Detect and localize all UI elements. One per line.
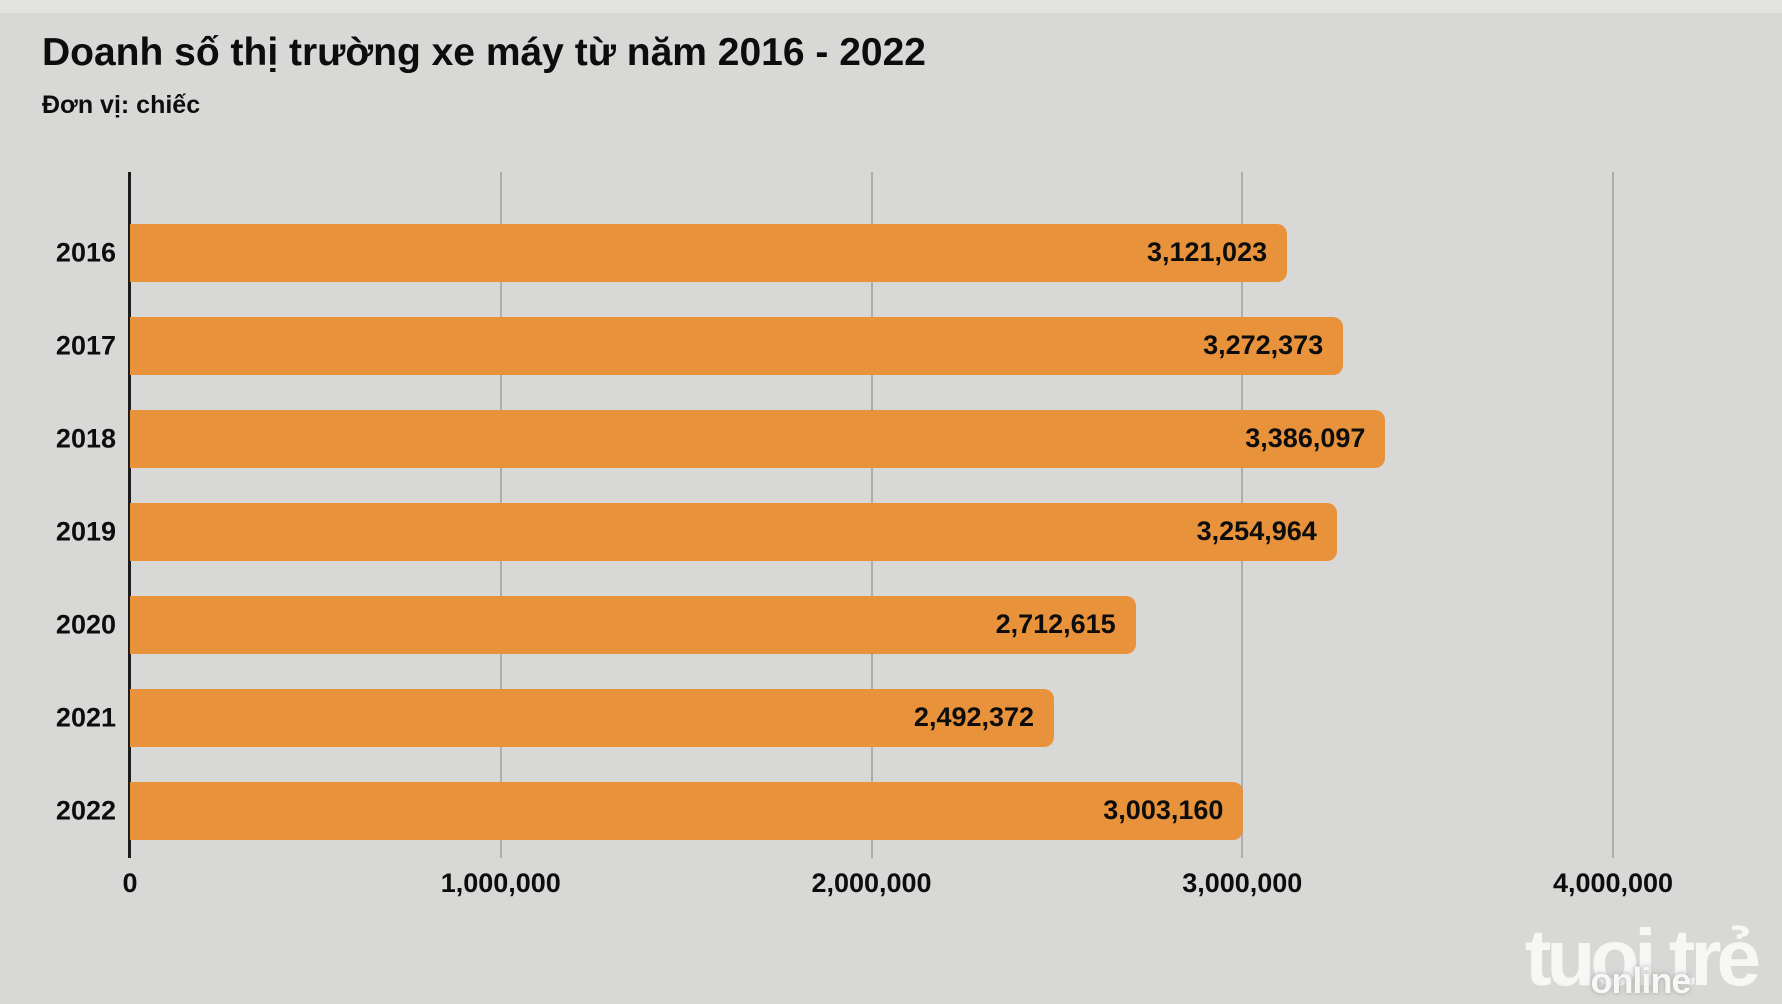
bar-value-2016: 3,121,023 [1146, 237, 1268, 267]
bar-value-2020: 2,712,615 [995, 609, 1116, 639]
watermark-tuoitre-logo: tuoi trẻ online [1524, 913, 1761, 1002]
plot-area: 2016 3,121,023 2017 3,272,373 2018 3,386,097 2… [56, 172, 1614, 858]
bar-row-2018: 2018 3,386,097 [56, 392, 1613, 485]
year-label-2020: 2020 [55, 609, 116, 639]
watermark-main-text: tuoi trẻ [1524, 913, 1761, 1002]
bar-row-2017: 2017 3,272,373 [56, 299, 1613, 392]
bar-row-2021: 2021 2,492,372 [56, 671, 1613, 764]
bar-value-2021: 2,492,372 [913, 702, 1035, 732]
bar-2021: 2,492,372 [130, 688, 1055, 747]
bar-value-2018: 3,386,097 [1245, 423, 1366, 453]
bar-rows: 2016 3,121,023 2017 3,272,373 2018 3,386,097 2… [56, 172, 1613, 858]
top-strip [0, 0, 1782, 13]
year-label-2019: 2019 [55, 516, 116, 546]
bar-value-2022: 3,003,160 [1103, 795, 1224, 825]
x-tick-label-2000000: 2,000,000 [811, 868, 932, 898]
chart-header: Doanh số thị trường xe máy từ năm 2016 -… [42, 30, 926, 120]
bar-2019: 3,254,964 [130, 502, 1337, 561]
bar-row-2020: 2020 2,712,615 [56, 578, 1613, 671]
year-label-2016: 2016 [55, 237, 116, 267]
x-tick-label-3000000: 3,000,000 [1182, 868, 1303, 898]
year-label-2018: 2018 [55, 423, 116, 453]
bar-row-2022: 2022 3,003,160 [56, 764, 1613, 857]
bar-2016: 3,121,023 [130, 223, 1288, 282]
bar-row-2019: 2019 3,254,964 [56, 485, 1613, 578]
bar-value-2017: 3,272,373 [1203, 330, 1324, 360]
x-tick-label-0: 0 [122, 868, 138, 898]
year-label-2017: 2017 [55, 330, 116, 360]
bar-2020: 2,712,615 [130, 595, 1136, 654]
gridline-4000000 [1612, 172, 1614, 858]
x-tick-label-1000000: 1,000,000 [440, 868, 561, 898]
year-label-2022: 2022 [55, 795, 116, 825]
bar-row-2016: 2016 3,121,023 [56, 206, 1613, 299]
y-axis-line [128, 172, 131, 858]
year-label-2021: 2021 [55, 702, 116, 732]
x-tick-label-4000000: 4,000,000 [1552, 868, 1674, 898]
bar-2017: 3,272,373 [130, 316, 1344, 375]
watermark-online-text: online [1590, 960, 1691, 1001]
bar-2018: 3,386,097 [130, 409, 1386, 468]
chart-unit-label: Đơn vị: chiếc [42, 90, 201, 119]
chart-title: Doanh số thị trường xe máy từ năm 2016 -… [42, 31, 926, 74]
x-axis: 0 1,000,000 2,000,000 3,000,000 4,000,000 [122, 868, 1673, 908]
bar-2022: 3,003,160 [130, 781, 1244, 840]
bar-value-2019: 3,254,964 [1196, 516, 1317, 546]
